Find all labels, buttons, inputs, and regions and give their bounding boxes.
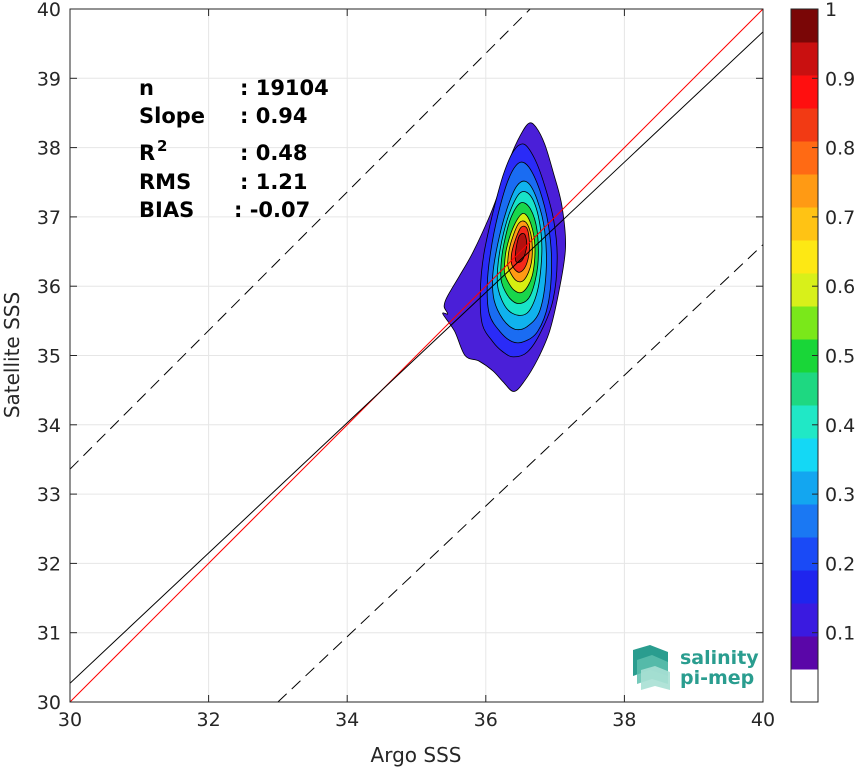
- stat-r2-superscript: 2: [157, 137, 167, 155]
- colorbar-bin: [791, 603, 818, 637]
- stat-slope-value: : 0.94: [240, 104, 308, 128]
- y-tick-label: 37: [37, 207, 61, 229]
- colorbar-tick-label: 0.4: [825, 415, 855, 437]
- salinity-pimep-logo: salinity pi-mep: [633, 645, 759, 690]
- colorbar: [791, 9, 818, 703]
- colorbar-bin: [791, 570, 818, 604]
- colorbar-bin: [791, 438, 818, 472]
- stats-box: n : 19104 Slope : 0.94 R 2 : 0.48 RMS : …: [139, 76, 329, 222]
- x-tick-label: 32: [197, 709, 221, 731]
- colorbar-tick-label: 1: [825, 0, 837, 21]
- colorbar-tick-label: 0.8: [825, 138, 855, 160]
- colorbar-tick-label: 0.5: [825, 346, 855, 368]
- y-tick-label: 40: [37, 0, 61, 21]
- line-regression: [70, 31, 763, 684]
- stat-rms-label: RMS: [139, 170, 191, 194]
- colorbar-bin: [791, 207, 818, 241]
- colorbar-bin: [791, 108, 818, 142]
- stat-rms-value: : 1.21: [240, 170, 308, 194]
- logo-line1: salinity: [680, 647, 759, 669]
- y-tick-label: 34: [37, 415, 61, 437]
- stat-n-label: n: [139, 76, 154, 100]
- colorbar-tick-label: 0.1: [825, 623, 855, 645]
- colorbar-bin: [791, 669, 818, 703]
- x-tick-label: 40: [751, 709, 775, 731]
- line-lower-bound: [277, 244, 763, 702]
- colorbar-tick-label: 0.3: [825, 484, 855, 506]
- colorbar-bin: [791, 636, 818, 670]
- colorbar-bin: [791, 273, 818, 307]
- stat-bias-label: BIAS: [139, 198, 194, 222]
- colorbar-bin: [791, 504, 818, 538]
- colorbar-tick-label: 0.9: [825, 68, 855, 90]
- colorbar-tick-label: 0.7: [825, 207, 855, 229]
- stat-r2-label: R: [139, 141, 155, 165]
- density-contours: [442, 122, 567, 392]
- colorbar-bin: [791, 141, 818, 175]
- salinity-pimep-logo-icon: [633, 645, 670, 690]
- colorbar-bin: [791, 537, 818, 571]
- colorbar-bin: [791, 42, 818, 76]
- x-tick-label: 38: [612, 709, 636, 731]
- x-ticks: 30 32 34 36 38 40: [58, 9, 775, 731]
- colorbar-bin: [791, 471, 818, 505]
- line-upper-bound: [70, 9, 531, 470]
- stat-slope-label: Slope: [139, 104, 205, 128]
- logo-line2: pi-mep: [680, 667, 754, 689]
- colorbar-bin: [791, 306, 818, 340]
- reference-lines: [70, 9, 763, 702]
- y-tick-label: 33: [37, 484, 61, 506]
- x-tick-label: 34: [335, 709, 359, 731]
- y-tick-label: 38: [37, 138, 61, 160]
- colorbar-bin: [791, 9, 818, 43]
- y-tick-label: 31: [37, 623, 61, 645]
- y-tick-label: 36: [37, 276, 61, 298]
- colorbar-bin: [791, 75, 818, 109]
- colorbar-bin: [791, 372, 818, 406]
- y-tick-label: 35: [37, 346, 61, 368]
- y-ticks: 30 31 32 33 34 35 36 37 38 39 40: [37, 0, 763, 714]
- colorbar-bin: [791, 240, 818, 274]
- contour-level-0.95: [514, 232, 528, 263]
- colorbar-tick-label: 0.2: [825, 553, 855, 575]
- grid: [69, 8, 764, 703]
- x-axis-label: Argo SSS: [371, 743, 462, 767]
- stat-n-value: : 19104: [240, 76, 329, 100]
- x-tick-label: 36: [474, 709, 498, 731]
- y-tick-label: 39: [37, 68, 61, 90]
- colorbar-tick-label: 0.6: [825, 276, 855, 298]
- line-identity: [70, 9, 763, 702]
- stat-r2-value: : 0.48: [240, 141, 308, 165]
- y-tick-label: 32: [37, 553, 61, 575]
- stat-bias-value: : -0.07: [234, 198, 310, 222]
- colorbar-bin: [791, 174, 818, 208]
- x-tick-label: 30: [58, 709, 82, 731]
- colorbar-ticks: 0.1 0.2 0.3 0.4 0.5 0.6 0.7 0.8 0.9 1: [812, 0, 855, 645]
- y-axis-label: Satellite SSS: [0, 292, 24, 418]
- y-tick-label: 30: [37, 692, 61, 714]
- colorbar-bin: [791, 405, 818, 439]
